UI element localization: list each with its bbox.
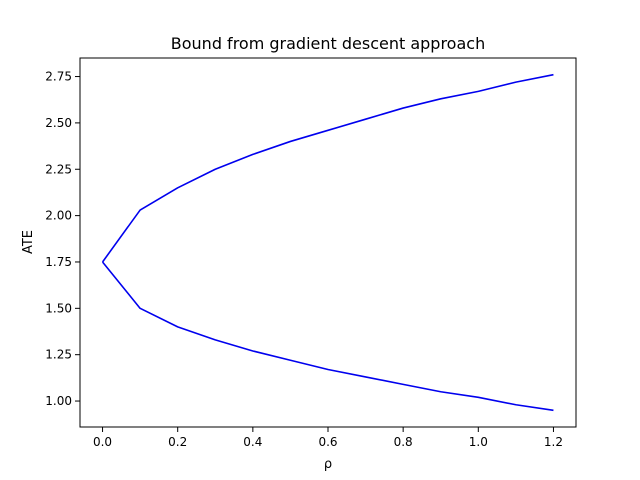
x-axis: 0.0 0.2 0.4 0.6 0.8 1.0 1.2 bbox=[93, 427, 563, 449]
y-tick-label: 1.75 bbox=[45, 255, 72, 269]
y-tick-label: 1.00 bbox=[45, 394, 72, 408]
x-tick-label: 0.4 bbox=[243, 435, 262, 449]
plot-frame bbox=[79, 57, 577, 428]
lower-bound-line bbox=[101, 261, 554, 412]
x-axis-label: ρ bbox=[324, 457, 332, 472]
x-tick-label: 0.6 bbox=[318, 435, 337, 449]
x-tick-label: 0.8 bbox=[394, 435, 413, 449]
y-tick-label: 2.00 bbox=[45, 209, 72, 223]
upper-bound-line bbox=[101, 73, 554, 263]
chart-title: Bound from gradient descent approach bbox=[171, 34, 485, 53]
series-layer bbox=[101, 73, 554, 412]
y-tick-label: 2.25 bbox=[45, 162, 72, 176]
y-axis-label: ATE bbox=[21, 230, 36, 254]
y-tick-label: 2.50 bbox=[45, 116, 72, 130]
x-tick-label: 1.2 bbox=[544, 435, 563, 449]
x-tick-label: 0.0 bbox=[93, 435, 112, 449]
y-tick-label: 1.25 bbox=[45, 348, 72, 362]
x-tick-label: 1.0 bbox=[469, 435, 488, 449]
y-axis: 1.00 1.25 1.50 1.75 2.00 2.25 2.50 2.75 bbox=[45, 70, 80, 408]
y-tick-label: 2.75 bbox=[45, 70, 72, 84]
y-tick-label: 1.50 bbox=[45, 301, 72, 315]
x-tick-label: 0.2 bbox=[168, 435, 187, 449]
